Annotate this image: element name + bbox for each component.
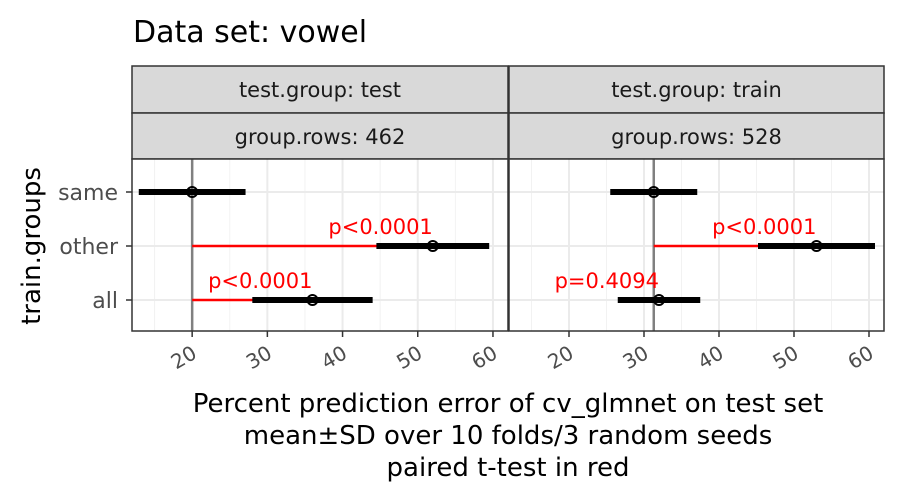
strip-top-label: test.group: train	[611, 78, 782, 102]
x-axis-title-line-1: Percent prediction error of cv_glmnet on…	[193, 389, 824, 419]
ttest-label-other: p<0.0001	[712, 215, 816, 239]
mean-point-other	[810, 240, 823, 252]
strip-top-background	[508, 65, 885, 114]
y-tick-label-same: same	[58, 181, 118, 206]
x-axis-title-line-3: paired t-test in red	[387, 453, 630, 483]
strip-top-label: test.group: test	[239, 78, 401, 102]
strip-top-background	[131, 65, 509, 114]
x-tick-label: 30	[242, 341, 276, 375]
strip-bottom-label: group.rows: 528	[611, 125, 782, 149]
x-tick-label: 30	[618, 341, 652, 375]
ttest-label-other: p<0.0001	[328, 215, 432, 239]
ttest-label-all: p=0.4094	[555, 269, 659, 293]
strip-bottom-label: group.rows: 462	[235, 125, 406, 149]
x-tick-label: 50	[768, 341, 802, 375]
strip-bottom-background	[508, 112, 885, 160]
facet-panels: same other all test.group: test group.rows: …	[58, 65, 885, 375]
chart-title: Data set: vowel	[133, 15, 367, 50]
mean-point-same	[186, 186, 199, 198]
mean-point-same	[647, 186, 660, 198]
panel-border	[508, 158, 885, 332]
y-tick-label-other: other	[59, 235, 119, 260]
ttest-label-all: p<0.0001	[208, 269, 312, 293]
x-tick-label: 20	[543, 341, 577, 375]
mean-point-all	[653, 294, 665, 306]
panel-border	[131, 158, 509, 332]
x-tick-label: 60	[843, 341, 877, 375]
y-tick-label-all: all	[92, 289, 118, 314]
y-axis-title: train.groups	[17, 167, 47, 325]
mean-point-all	[306, 294, 319, 306]
strip-bottom-background	[131, 112, 509, 160]
x-tick-label: 20	[167, 341, 201, 375]
panel-2: test.group: train group.rows: 528 p<0.0001…	[508, 65, 885, 375]
mean-point-other	[426, 240, 439, 252]
x-tick-label: 50	[392, 341, 426, 375]
x-tick-label: 40	[317, 341, 351, 375]
panel-1: test.group: test group.rows: 462 p<0.0001 p…	[131, 65, 509, 375]
x-tick-label: 60	[467, 341, 501, 375]
x-tick-label: 40	[693, 341, 727, 375]
x-axis-title-line-2: mean±SD over 10 folds/3 random seeds	[244, 421, 773, 451]
